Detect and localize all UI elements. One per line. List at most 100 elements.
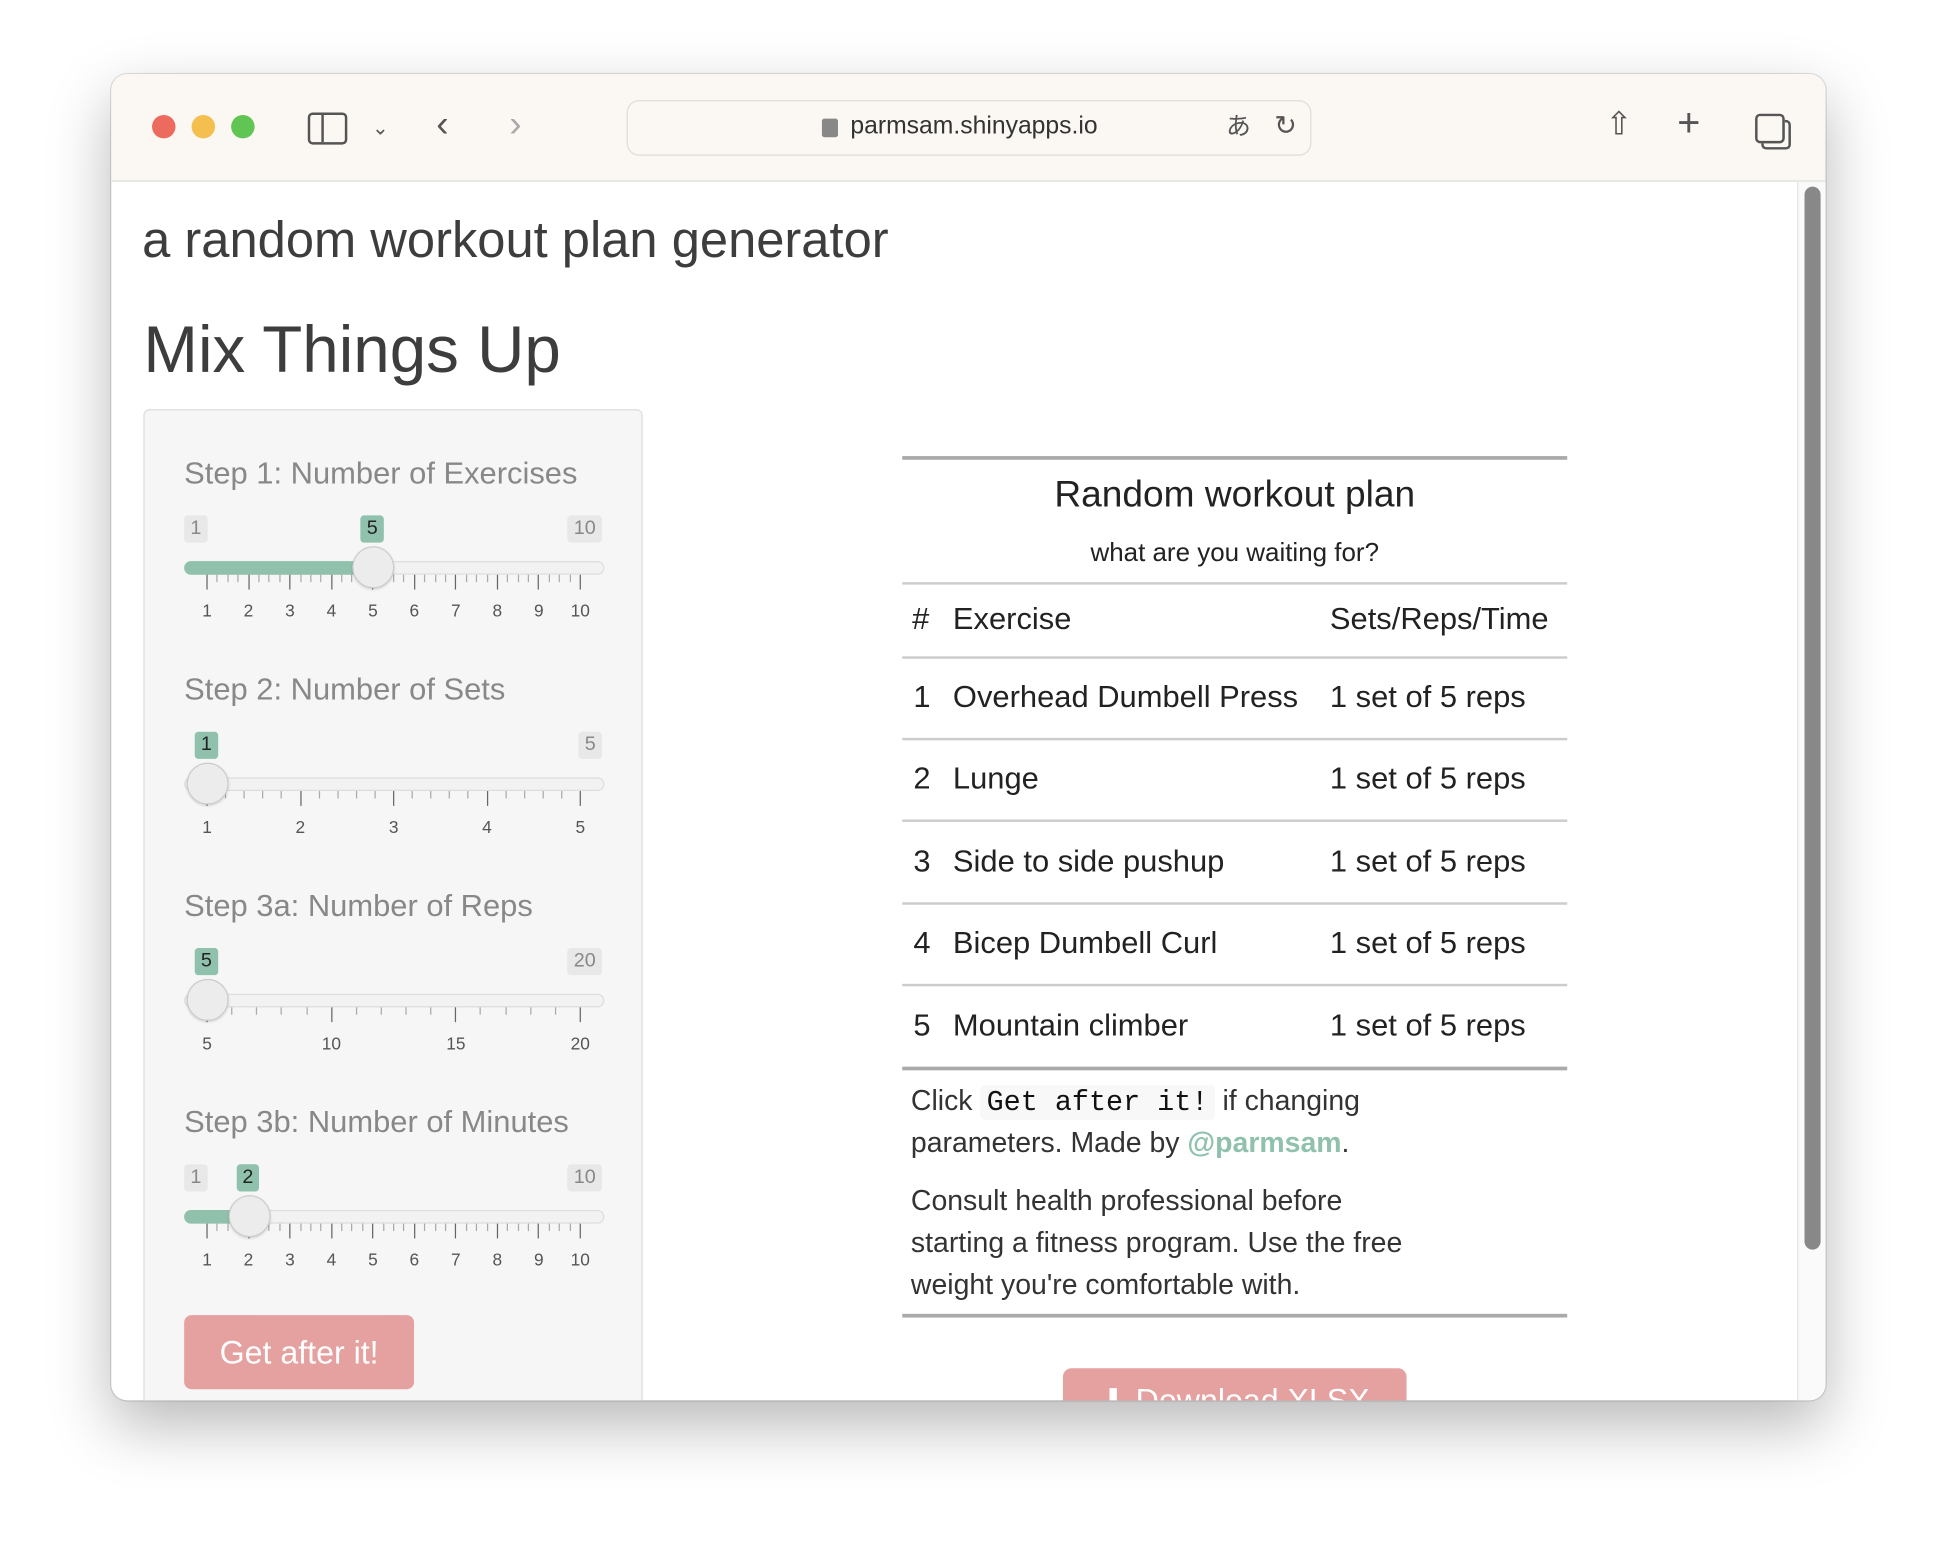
zoom-window-button[interactable]	[231, 114, 255, 139]
address-bar[interactable]: parmsam.shinyapps.io あ ↻	[626, 100, 1312, 156]
slider-major-tick	[538, 574, 540, 590]
row-sets-reps: 1 set of 5 reps	[1329, 1008, 1526, 1043]
slider-handle[interactable]	[352, 546, 395, 589]
slider-minor-tick	[558, 1223, 561, 1232]
slider-handle[interactable]	[186, 762, 229, 805]
slider-minor-tick	[467, 791, 469, 799]
slider-handle[interactable]	[186, 978, 229, 1021]
slider-handle[interactable]	[228, 1195, 271, 1238]
slider-minor-tick	[305, 1007, 308, 1015]
table-subtitle: what are you waiting for?	[1090, 538, 1380, 568]
slider-value-badge: 1	[194, 731, 219, 759]
browser-toolbar: ⌄ ‹ › parmsam.shinyapps.io あ ↻ ⇧ +	[111, 74, 1826, 182]
lock-icon	[821, 118, 838, 138]
disclaimer-line-2: starting a fitness program. Use the free	[910, 1226, 1403, 1259]
slider-minor-tick	[351, 1223, 353, 1232]
slider-minor-tick	[449, 791, 451, 799]
slider-minor-tick	[351, 574, 353, 583]
slider-tick-label: 6	[409, 600, 420, 621]
slider-label: Step 3b: Number of Minutes	[184, 1104, 569, 1140]
slider-major-tick	[455, 1223, 457, 1239]
slider-minor-tick	[475, 1223, 478, 1232]
row-sets-reps: 1 set of 5 reps	[1329, 679, 1526, 715]
slider-tick-label: 4	[326, 600, 337, 621]
slider-major-tick	[206, 574, 208, 590]
slider-minor-tick	[542, 791, 544, 799]
slider-fill	[184, 561, 373, 575]
new-tab-icon[interactable]: +	[1677, 100, 1701, 145]
forward-icon[interactable]: ›	[509, 103, 522, 145]
slider-minor-tick	[560, 791, 563, 799]
slider-major-tick	[289, 1223, 291, 1239]
slider-minor-tick	[227, 1223, 229, 1232]
slider-track[interactable]	[184, 993, 605, 1008]
slider-tick-label: 8	[492, 1249, 503, 1270]
slider-group: Step 3b: Number of Minutes 1 10 2 1 2 3 4 5 6 7 8 9 1…	[145, 1105, 639, 1315]
tabs-overview-icon[interactable]	[1755, 113, 1785, 144]
slider-min-badge: 1	[184, 515, 208, 543]
slider-minor-tick	[374, 791, 376, 799]
slider-major-tick	[579, 574, 581, 590]
table-row: 2 Lunge 1 set of 5 reps	[902, 740, 1568, 823]
row-divider	[902, 819, 1568, 823]
slider-minor-tick	[527, 574, 530, 583]
row-sets-reps: 1 set of 5 reps	[1329, 925, 1526, 961]
slider-max-badge: 10	[567, 1164, 602, 1192]
slider-minor-tick	[380, 1007, 382, 1015]
slider-minor-tick	[320, 1223, 322, 1232]
inline-code: Get after it!	[980, 1085, 1215, 1120]
slider-major-tick	[455, 574, 457, 590]
download-xlsx-button[interactable]: ⬇ Download XLSX	[1062, 1368, 1407, 1401]
slider-max-badge: 5	[578, 731, 602, 759]
slider-minor-tick	[268, 1223, 270, 1232]
slider-minor-tick	[424, 574, 426, 583]
row-exercise: Side to side pushup	[952, 843, 1225, 879]
row-number: 2	[913, 761, 931, 797]
slider-minor-tick	[278, 574, 281, 583]
slider-minor-tick	[465, 1223, 467, 1232]
slider-tick-label: 10	[570, 600, 590, 621]
slider-minor-tick	[281, 791, 283, 799]
slider-group: Step 2: Number of Sets 5 1 1 2 3 4 5	[145, 672, 639, 882]
back-icon[interactable]: ‹	[436, 103, 449, 145]
sidebar-toggle-icon[interactable]	[307, 112, 348, 145]
minimize-window-button[interactable]	[191, 114, 216, 139]
slider-minor-tick	[507, 574, 509, 583]
slider-minor-tick	[403, 1223, 405, 1232]
slider-minor-tick	[569, 574, 571, 583]
slider-major-tick	[372, 1223, 374, 1239]
slider-minor-tick	[527, 1223, 530, 1232]
slider-minor-tick	[268, 574, 270, 583]
slider-major-tick	[330, 1007, 333, 1023]
slider-track[interactable]	[184, 777, 605, 792]
slider-minor-tick	[523, 791, 525, 799]
period: .	[1341, 1125, 1350, 1159]
translate-icon[interactable]: あ	[1226, 113, 1251, 141]
slider-tick-label: 1	[202, 1249, 212, 1270]
slider-tick-label: 7	[451, 1249, 461, 1270]
column-header-sets: Sets/Reps/Time	[1329, 601, 1549, 637]
slider-minor-tick	[341, 1223, 343, 1232]
row-exercise: Mountain climber	[952, 1008, 1189, 1043]
slider-minor-tick	[216, 574, 218, 583]
slider-major-tick	[538, 1223, 540, 1239]
reload-icon[interactable]: ↻	[1274, 110, 1298, 141]
slider-tick-label: 5	[575, 816, 586, 837]
row-divider	[902, 902, 1568, 905]
scrollbar-thumb[interactable]	[1804, 186, 1821, 1250]
page-heading: Mix Things Up	[143, 313, 561, 387]
slider-minor-tick	[475, 574, 478, 583]
slider-tick-label: 3	[388, 816, 399, 837]
slider-minor-tick	[486, 574, 488, 583]
close-window-button[interactable]	[152, 114, 176, 139]
slider-minor-tick	[355, 791, 357, 799]
slider-minor-tick	[318, 791, 320, 799]
chevron-down-icon[interactable]: ⌄	[372, 118, 389, 140]
disclaimer-line-1: Consult health professional before	[910, 1184, 1343, 1217]
share-icon[interactable]: ⇧	[1605, 105, 1633, 143]
get-after-it-button[interactable]: Get after it!	[184, 1315, 415, 1390]
slider-tick-label: 6	[409, 1249, 420, 1270]
slider-major-tick	[393, 791, 395, 806]
author-link[interactable]: @parmsam	[1187, 1125, 1342, 1159]
slider-tick-label: 5	[368, 600, 378, 621]
